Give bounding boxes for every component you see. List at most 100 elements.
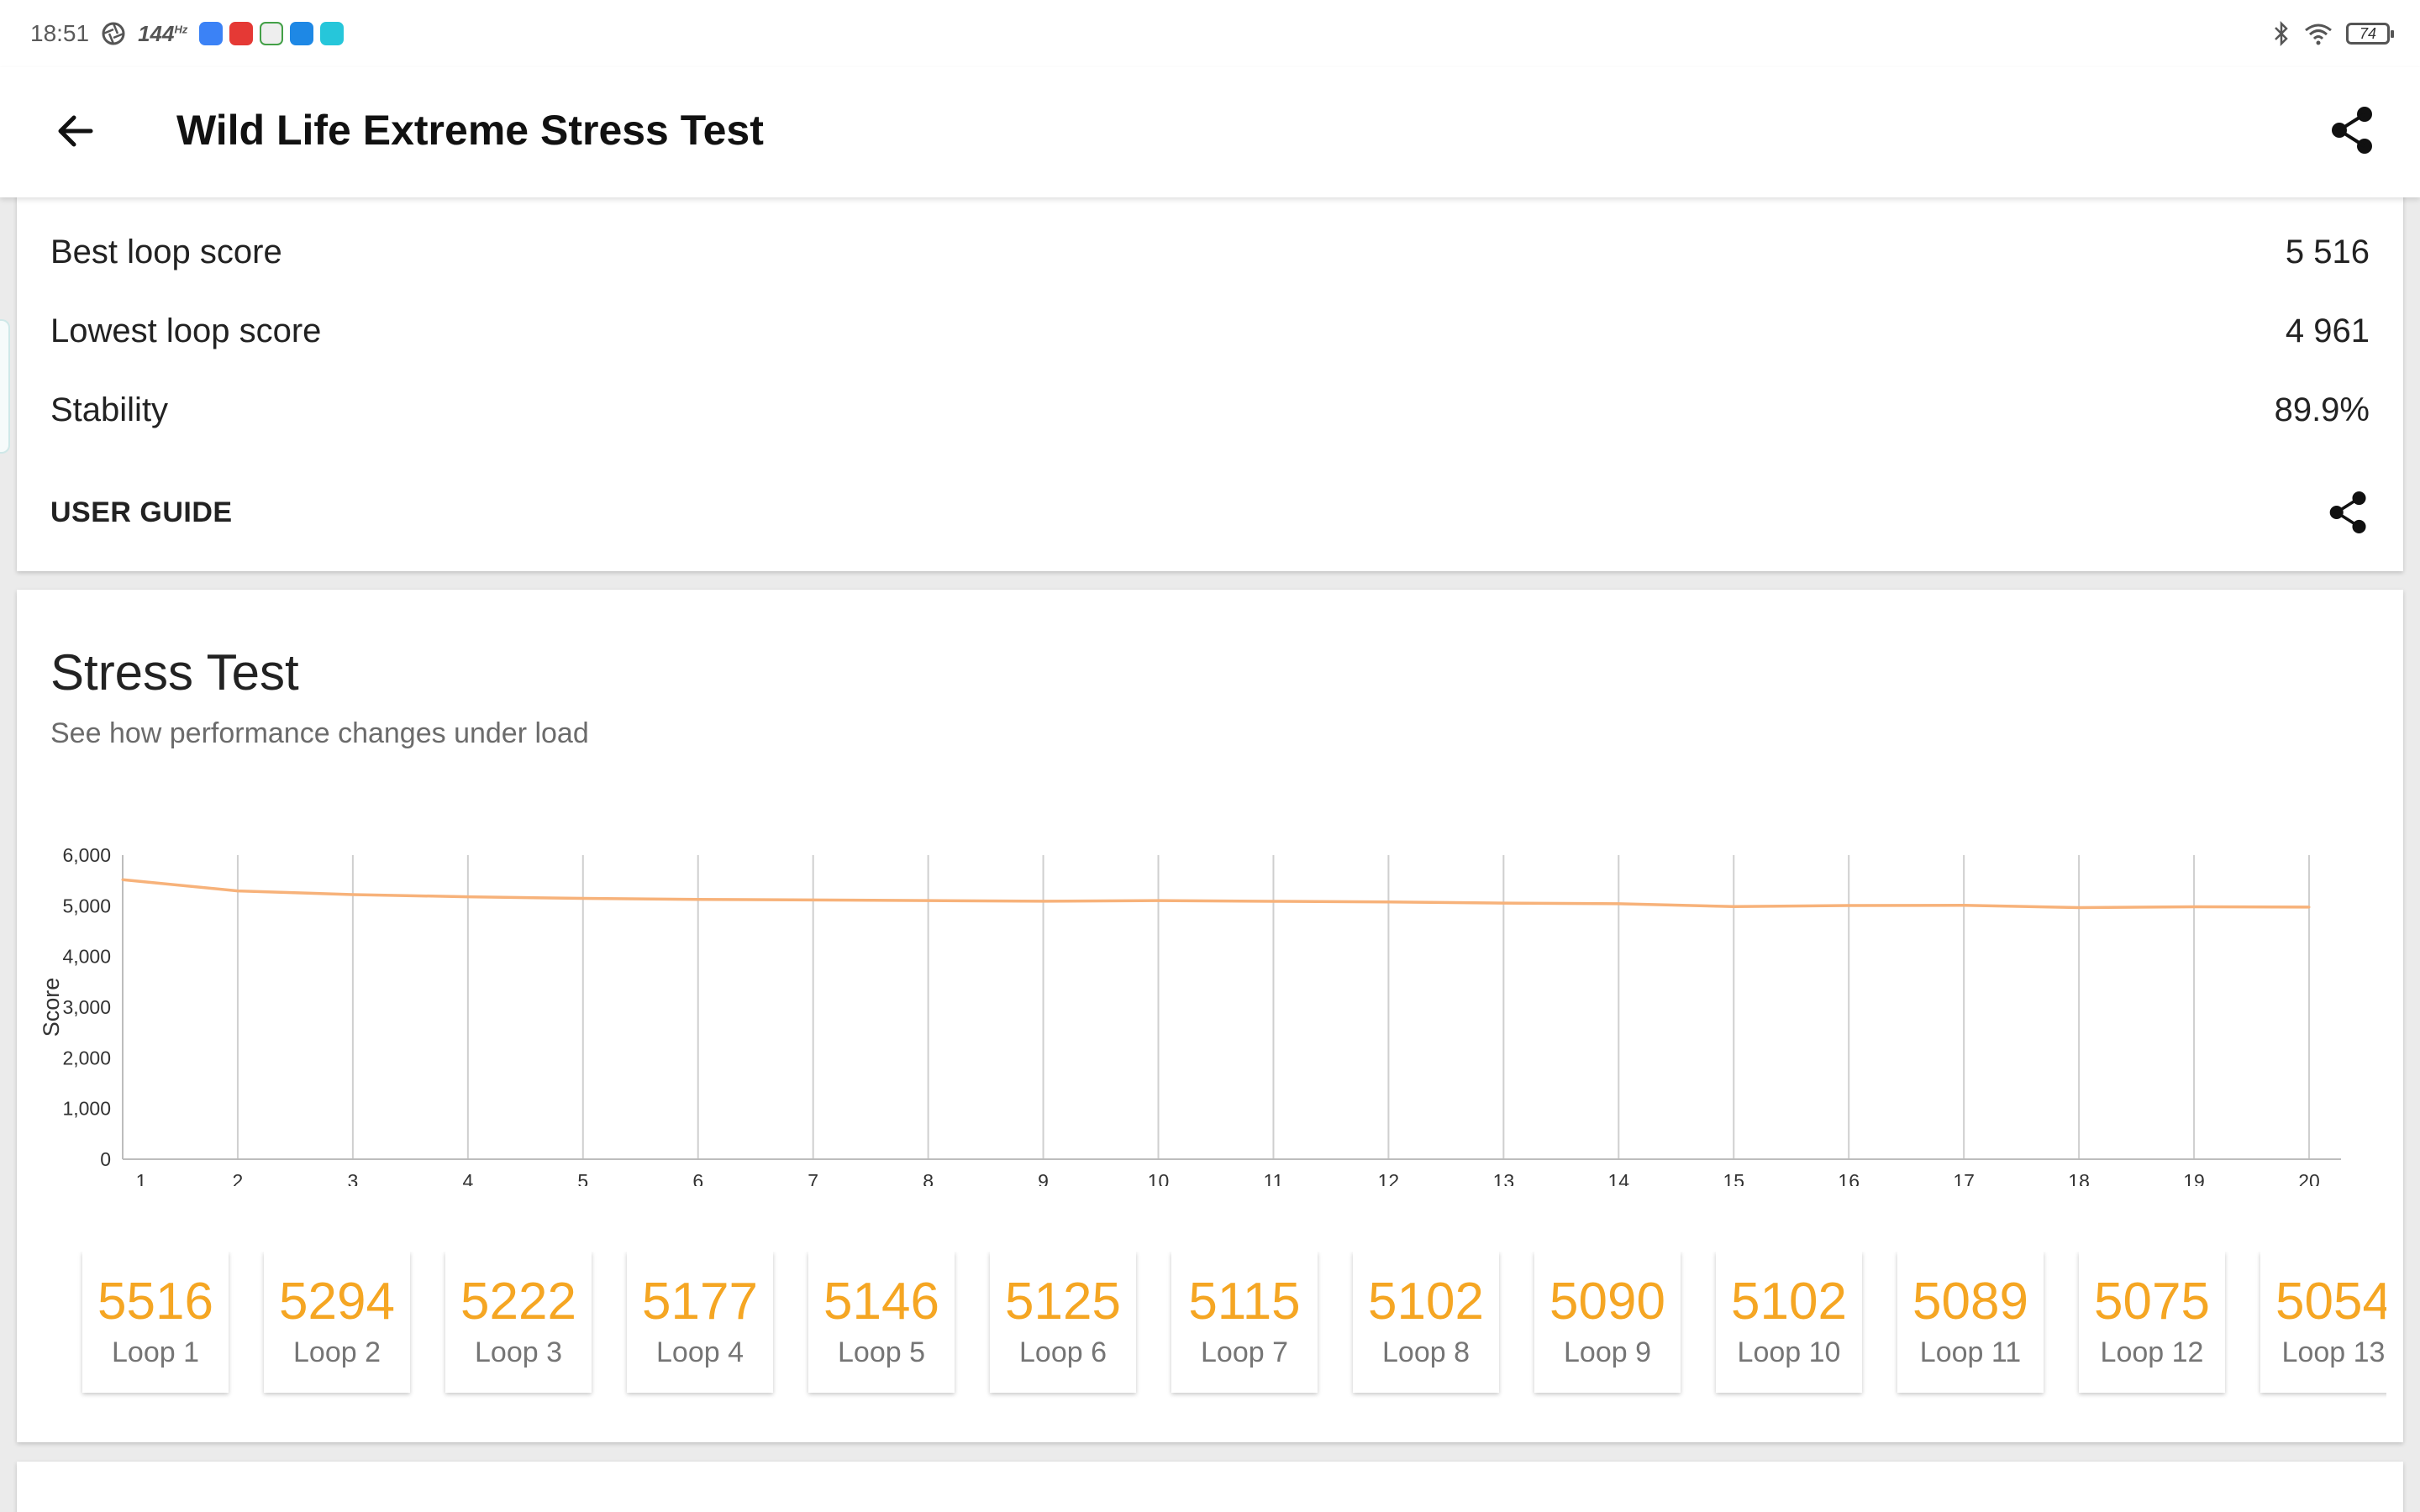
data-point — [2307, 906, 2311, 909]
loop-label: Loop 2 — [293, 1336, 381, 1368]
loop-score-card[interactable]: 5294 Loop 2 — [264, 1252, 410, 1393]
loop-score-card[interactable]: 5177 Loop 4 — [627, 1252, 773, 1393]
data-point — [581, 897, 585, 900]
loop-label: Loop 13 — [2281, 1336, 2386, 1368]
page-title: Wild Life Extreme Stress Test — [176, 107, 764, 154]
series-line — [122, 878, 2310, 910]
share-icon[interactable] — [2328, 489, 2370, 536]
google-icon — [290, 22, 314, 45]
x-tick-label: 5 — [577, 1170, 588, 1186]
data-point — [1157, 899, 1160, 902]
loop-score-card[interactable]: 5090 Loop 9 — [1534, 1252, 1681, 1393]
share-icon[interactable] — [2329, 104, 2376, 156]
data-point — [2077, 906, 2081, 909]
loop-score-card[interactable]: 5054 Loop 13 — [2260, 1252, 2386, 1393]
loop-score-card[interactable]: 5115 Loop 7 — [1171, 1252, 1318, 1393]
y-axis-label: Score — [39, 978, 64, 1037]
loop-score-card[interactable]: 5222 Loop 3 — [445, 1252, 592, 1393]
loop-score-value: 5054 — [2275, 1273, 2386, 1331]
y-tick-label: 2,000 — [62, 1047, 111, 1068]
loop-score-value: 5516 — [97, 1273, 213, 1331]
data-point — [1502, 901, 1505, 905]
wifi-icon — [2305, 24, 2332, 45]
loop-score-value: 5102 — [1731, 1273, 1847, 1331]
loop-score-value: 5146 — [823, 1273, 939, 1331]
loop-score-card[interactable]: 5075 Loop 12 — [2079, 1252, 2225, 1393]
status-right: 74 — [2272, 21, 2394, 46]
play-store-icon — [199, 22, 224, 45]
user-guide-row: USER GUIDE — [50, 487, 2370, 538]
data-point — [927, 899, 930, 902]
x-tick-label: 20 — [2298, 1170, 2320, 1186]
status-icons: 144Hz — [101, 21, 345, 47]
x-tick-label: 7 — [808, 1170, 818, 1186]
loop-score-list[interactable]: 5516 Loop 1 5294 Loop 2 5222 Loop 3 5177 Loop 4… — [66, 1252, 2386, 1403]
loop-label: Loop 4 — [656, 1336, 744, 1368]
best-loop-row: Best loop score 5 516 — [50, 227, 2370, 277]
x-tick-label: 12 — [1378, 1170, 1400, 1186]
loop-score-value: 5177 — [642, 1273, 758, 1331]
android-auto-icon — [260, 22, 284, 45]
x-tick-label: 6 — [692, 1170, 703, 1186]
x-tick-label: 2 — [233, 1170, 244, 1186]
loop-score-card[interactable]: 5125 Loop 6 — [990, 1252, 1136, 1393]
x-tick-label: 3 — [347, 1170, 358, 1186]
loop-score-card[interactable]: 5102 Loop 8 — [1353, 1252, 1499, 1393]
x-tick-label: 13 — [1493, 1170, 1515, 1186]
stat-label: Lowest loop score — [50, 312, 322, 349]
loop-label: Loop 9 — [1564, 1336, 1651, 1368]
stat-label: Stability — [50, 391, 169, 428]
aperture-icon — [102, 22, 125, 45]
loop-label: Loop 3 — [475, 1336, 562, 1368]
summary-card: Best loop score 5 516 Lowest loop score … — [17, 168, 2403, 571]
user-guide-button[interactable]: USER GUIDE — [50, 496, 233, 528]
x-tick-label: 15 — [1723, 1170, 1744, 1186]
loop-score-card[interactable]: 5102 Loop 10 — [1716, 1252, 1862, 1393]
data-point — [697, 898, 700, 901]
x-tick-label: 8 — [923, 1170, 934, 1186]
apps-icon — [320, 22, 345, 45]
y-tick-label: 6,000 — [62, 844, 111, 866]
x-tick-label: 9 — [1038, 1170, 1049, 1186]
stat-value: 89.9% — [2274, 391, 2370, 428]
stress-test-card: Stress Test See how performance changes … — [17, 590, 2403, 1442]
x-tick-label: 18 — [2068, 1170, 2090, 1186]
y-tick-label: 1,000 — [62, 1098, 111, 1120]
loop-score-value: 5115 — [1188, 1273, 1301, 1331]
status-time: 18:51 — [30, 20, 90, 46]
data-point — [2192, 906, 2196, 909]
loop-score-card[interactable]: 5146 Loop 5 — [808, 1252, 955, 1393]
loop-label: Loop 5 — [838, 1336, 925, 1368]
data-point — [1042, 900, 1045, 903]
x-tick-label: 16 — [1838, 1170, 1860, 1186]
youtube-icon — [229, 22, 254, 45]
loop-score-value: 5125 — [1005, 1273, 1121, 1331]
loop-score-value: 5294 — [279, 1273, 395, 1331]
loop-score-value: 5090 — [1549, 1273, 1665, 1331]
section-subtitle: See how performance changes under load — [50, 717, 589, 749]
x-tick-label: 17 — [1953, 1170, 1975, 1186]
data-point — [812, 898, 815, 901]
section-title: Stress Test — [50, 644, 299, 701]
x-tick-label: 14 — [1608, 1170, 1630, 1186]
edge-panel-handle[interactable] — [0, 319, 10, 454]
y-tick-label: 0 — [100, 1148, 111, 1170]
data-point — [1386, 900, 1390, 904]
loop-label: Loop 1 — [112, 1336, 199, 1368]
x-tick-label: 1 — [136, 1170, 147, 1186]
loop-score-value: 5102 — [1368, 1273, 1484, 1331]
stat-value: 5 516 — [2285, 233, 2370, 270]
loop-score-card[interactable]: 5089 Loop 11 — [1897, 1252, 2044, 1393]
data-point — [351, 893, 355, 896]
loop-score-card[interactable]: 5516 Loop 1 — [82, 1252, 229, 1393]
loop-score-value: 5222 — [460, 1273, 576, 1331]
stability-row: Stability 89.9% — [50, 385, 2370, 435]
lowest-loop-row: Lowest loop score 4 961 — [50, 306, 2370, 356]
x-tick-label: 4 — [462, 1170, 473, 1186]
y-tick-label: 4,000 — [62, 946, 111, 968]
data-point — [1847, 904, 1850, 907]
bluetooth-icon — [2275, 21, 2288, 46]
loop-label: Loop 7 — [1201, 1336, 1288, 1368]
arrow-left-icon[interactable] — [52, 108, 99, 155]
